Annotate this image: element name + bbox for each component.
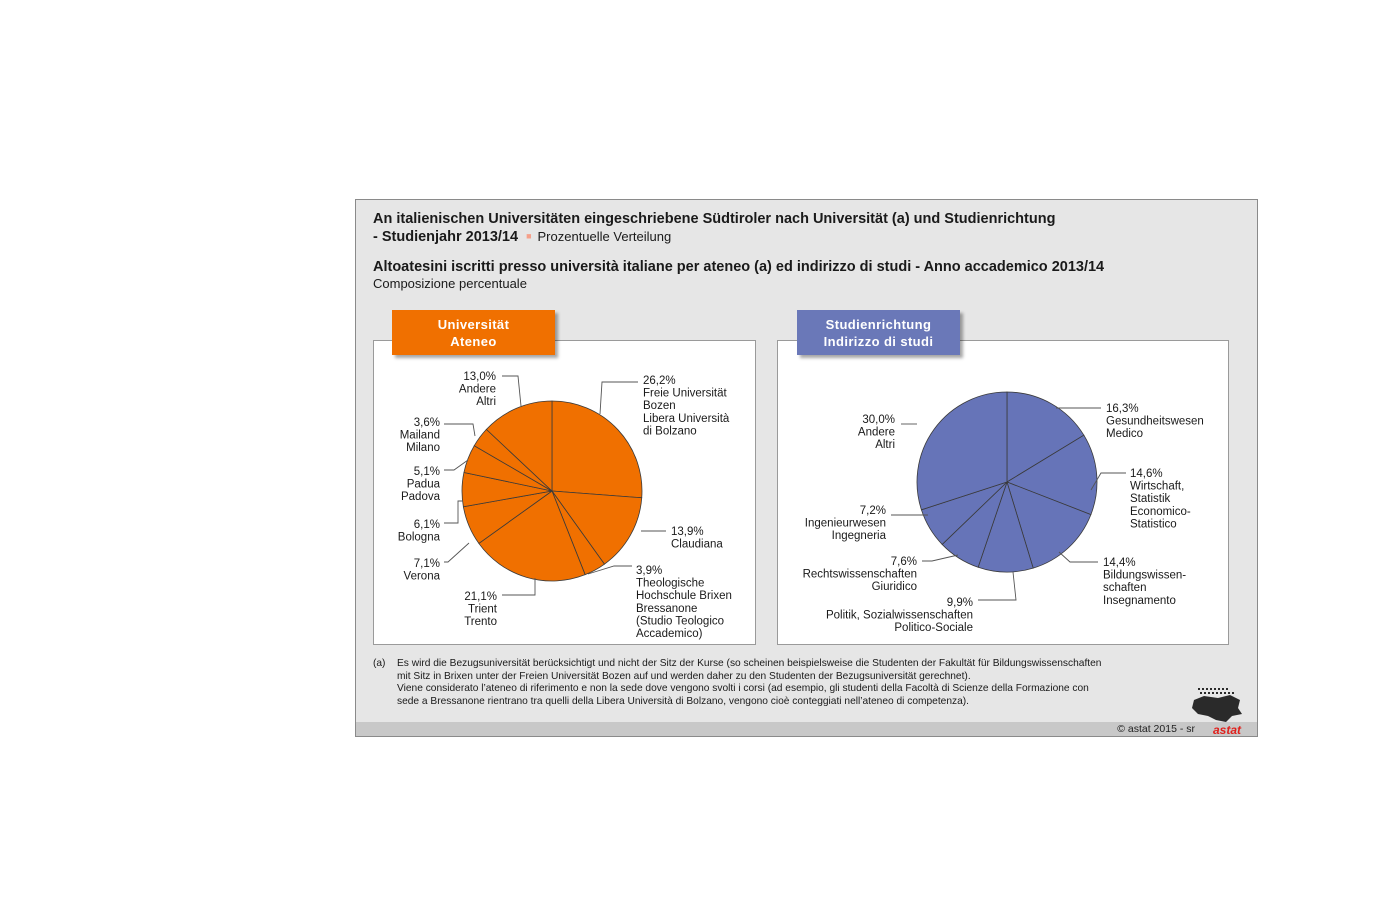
pie-slice <box>485 400 553 492</box>
copyright: © astat 2015 - sr <box>1117 723 1195 735</box>
astat-logo-icon <box>1192 688 1242 722</box>
slice-label: 14,4% Bildungswissen-schaften Insegnamento <box>1103 557 1186 607</box>
slice-label: 3,6% Mailand Milano <box>400 417 440 454</box>
title-it: Altoatesini iscritti presso università i… <box>373 259 1105 275</box>
leader-line <box>502 578 536 596</box>
tab-ateneo-line2: Ateneo <box>450 333 497 349</box>
slice-label: 5,1% Padua Padova <box>401 466 441 503</box>
subtitle-it: Composizione percentuale <box>373 276 527 291</box>
footer-bar <box>356 722 1257 736</box>
astat-logo-text: astat <box>1212 723 1241 737</box>
pie-slice <box>551 490 643 565</box>
title-de: An italienischen Universitäten eingeschr… <box>373 211 1056 227</box>
tab-indirizzo-line1: Studienrichtung <box>825 316 932 332</box>
pie-slice <box>551 400 643 499</box>
slice-label: 30,0% Andere Altri <box>858 414 895 451</box>
tab-indirizzo-line2: Indirizzo di studi <box>823 333 934 349</box>
leader-line <box>502 375 522 407</box>
pie-slice <box>916 391 1008 511</box>
slice-label: 21,1% Trient Trento <box>464 591 498 628</box>
pie-slice <box>1006 481 1092 569</box>
chart-frame: An italienischen Universitäten eingeschr… <box>355 199 1258 737</box>
pie-charts-svg: 26,2% Freie Universität Bozen Libera Univer… <box>398 371 1204 640</box>
footnote-marker: (a) <box>373 658 386 669</box>
pie-slice <box>1006 434 1098 516</box>
leader-line <box>978 571 1017 601</box>
tab-indirizzo: Studienrichtung Indirizzo di studi <box>797 310 960 355</box>
pie-slice <box>1006 391 1085 483</box>
slice-label: 13,0% Andere Altri <box>459 371 496 408</box>
title-de-line2: - Studienjahr 2013/14 ■ Prozentuelle Verte… <box>373 229 672 245</box>
slice-label: 9,9% Politik, Sozialwissenschaften Politic… <box>826 597 973 634</box>
footnote-line: Es wird die Bezugsuniversität berücksich… <box>397 658 1102 669</box>
leader-line <box>444 423 476 437</box>
footnote-line: Viene considerato l’ateneo di riferiment… <box>397 683 1089 695</box>
leader-line <box>922 554 959 562</box>
slice-label: 7,1% Verona <box>404 558 441 583</box>
slice-label: 3,9% Theologische Hochschule Brixen Bressan… <box>636 565 732 640</box>
leader-line <box>444 542 470 563</box>
leader-line <box>444 459 469 471</box>
leader-line <box>1090 472 1126 491</box>
pie-slice <box>478 490 586 582</box>
subtitle-de: Prozentuelle Verteilung <box>537 229 672 244</box>
slice-label: 7,2% Ingenieurwesen Ingegneria <box>805 505 887 542</box>
leader-line <box>444 500 463 524</box>
leader-line <box>1058 551 1098 563</box>
tab-ateneo-line1: Universität <box>437 316 510 332</box>
leader-line <box>599 381 638 415</box>
leader-line <box>587 565 632 575</box>
tab-ateneo: Universität Ateneo <box>392 310 555 355</box>
slice-label: 16,3% Gesundheitswesen Medico <box>1106 403 1204 440</box>
separator-square-icon: ■ <box>526 231 532 241</box>
footnote-line: mit Sitz in Brixen unter der Freien Univ… <box>397 670 971 682</box>
slice-label: 13,9% Claudiana <box>671 526 723 551</box>
slice-label: 6,1% Bologna <box>398 519 441 544</box>
slice-label: 7,6% Rechtswissenschaften Giuridico <box>803 556 917 593</box>
slice-label: 14,6% Wirtschaft, Statistik Economico-Stati… <box>1130 468 1191 530</box>
slice-label: 26,2% Freie Universität Bozen Libera Univer… <box>643 375 730 437</box>
footnote-line: sede a Bressanone rientrano tra quelli d… <box>397 695 969 707</box>
